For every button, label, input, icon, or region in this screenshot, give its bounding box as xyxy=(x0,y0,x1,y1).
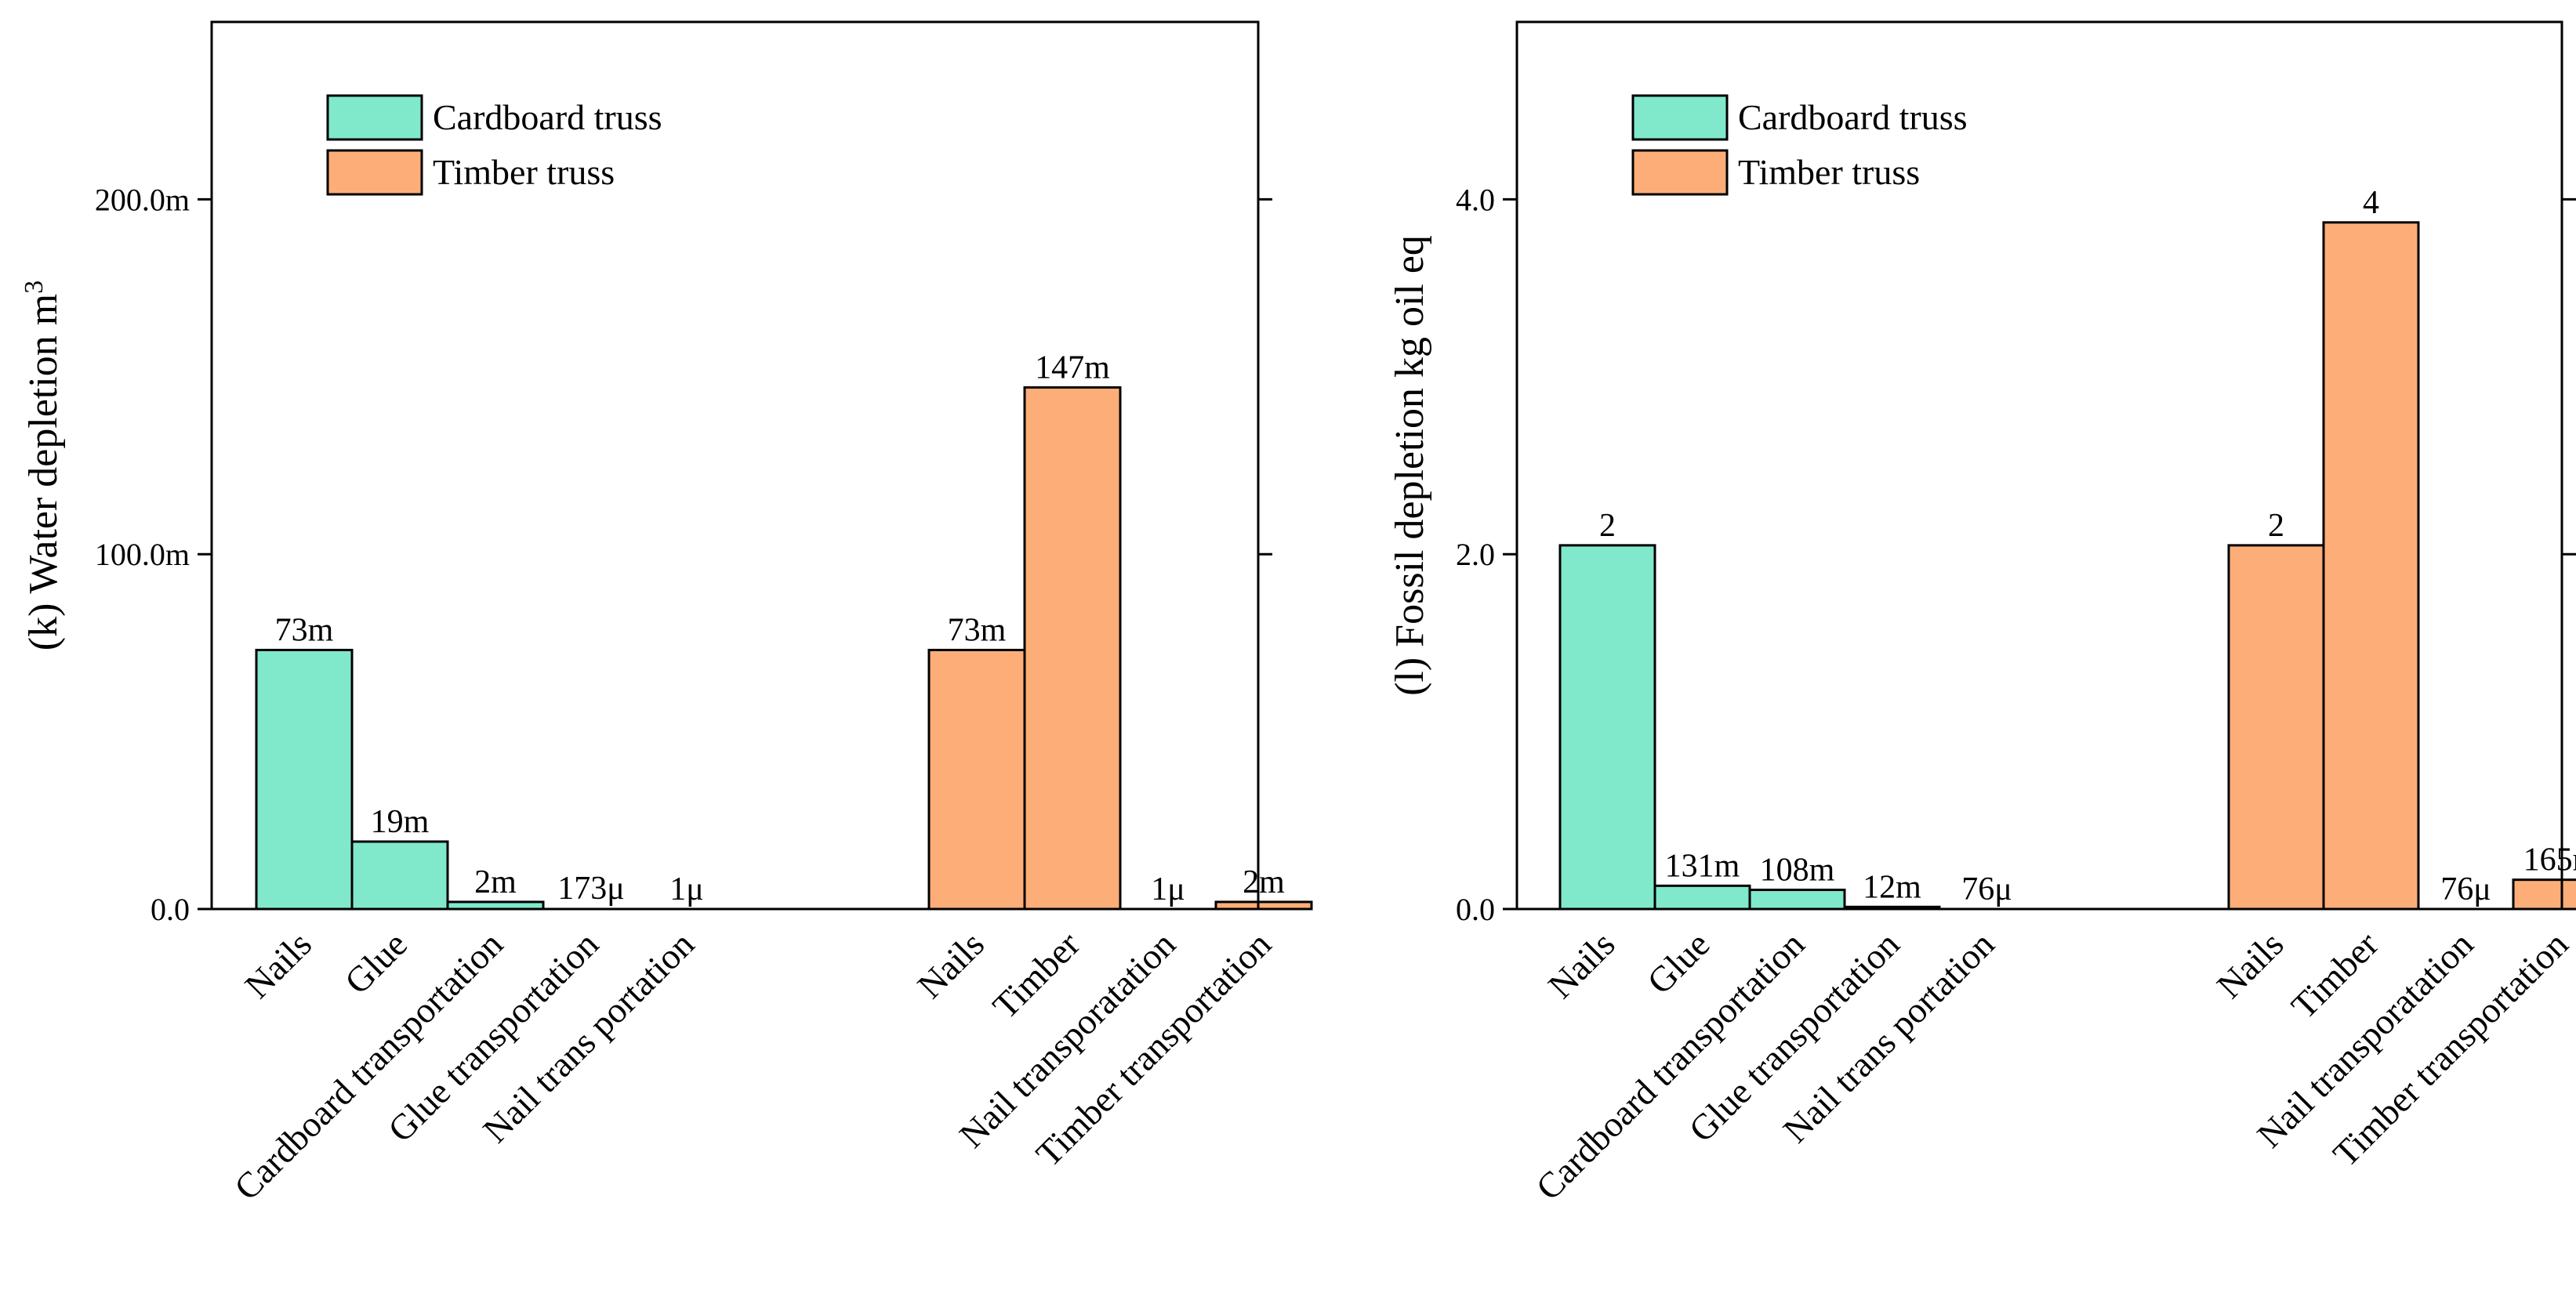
data-label: 2m xyxy=(1243,864,1285,900)
data-label: 73m xyxy=(948,612,1007,648)
plot-frame xyxy=(210,20,1260,911)
bar xyxy=(1748,889,1846,911)
category-label: Glue xyxy=(337,924,415,1001)
category-label: Nails xyxy=(237,924,319,1006)
data-label: 147m xyxy=(1035,350,1110,386)
bar xyxy=(927,648,1026,911)
data-label: 76μ xyxy=(1961,871,2012,907)
legend-label: Timber truss xyxy=(433,152,615,192)
bar xyxy=(1558,544,1656,911)
bar xyxy=(2512,878,2576,911)
data-label: 4 xyxy=(2363,185,2379,221)
legend-label: Cardboard truss xyxy=(433,97,662,137)
legend-swatch xyxy=(1631,149,1729,196)
legend-label: Cardboard truss xyxy=(1738,97,1968,137)
data-label: 2 xyxy=(1599,508,1616,544)
data-label: 165m xyxy=(2523,842,2576,878)
legend-label: Timber truss xyxy=(1738,152,1920,192)
category-label: Nails xyxy=(909,924,992,1006)
data-label: 19m xyxy=(371,804,430,840)
y-tick-label: 100.0m xyxy=(95,537,190,572)
y-tick-label: 0.0 xyxy=(1456,892,1495,927)
data-label: 1μ xyxy=(669,871,704,907)
bar xyxy=(255,648,354,911)
data-label: 1μ xyxy=(1151,871,1185,907)
data-label: 131m xyxy=(1665,848,1740,884)
data-label: 108m xyxy=(1760,853,1835,889)
bar xyxy=(2322,221,2420,911)
y-axis-label: (k) Water depletion m3 xyxy=(20,281,67,650)
y-tick-label: 4.0 xyxy=(1456,182,1495,217)
category-label: Glue xyxy=(1639,924,1717,1001)
y-tick-label: 0.0 xyxy=(151,892,190,927)
legend-swatch xyxy=(326,149,423,196)
legend-swatch xyxy=(1631,94,1729,141)
bar xyxy=(2227,544,2325,911)
data-label: 73m xyxy=(275,612,334,648)
data-label: 12m xyxy=(1863,869,1921,905)
data-label: 2 xyxy=(2268,508,2284,544)
category-label: Nails xyxy=(1540,924,1623,1006)
data-label: 2m xyxy=(474,864,517,900)
bar xyxy=(350,840,449,911)
bar xyxy=(1023,386,1122,911)
y-tick-label: 2.0 xyxy=(1456,537,1495,572)
legend-swatch xyxy=(326,94,423,141)
data-label: 76μ xyxy=(2440,871,2491,907)
y-tick-label: 200.0m xyxy=(95,182,190,217)
category-label: Nails xyxy=(2209,924,2291,1006)
y-axis-label-superscript: 3 xyxy=(20,281,49,294)
plot-frame xyxy=(1515,20,2563,911)
bar xyxy=(1653,884,1751,911)
data-label: 173μ xyxy=(557,871,625,907)
y-axis-label: (l) Fossil depletion kg oil eq xyxy=(1388,235,1432,696)
